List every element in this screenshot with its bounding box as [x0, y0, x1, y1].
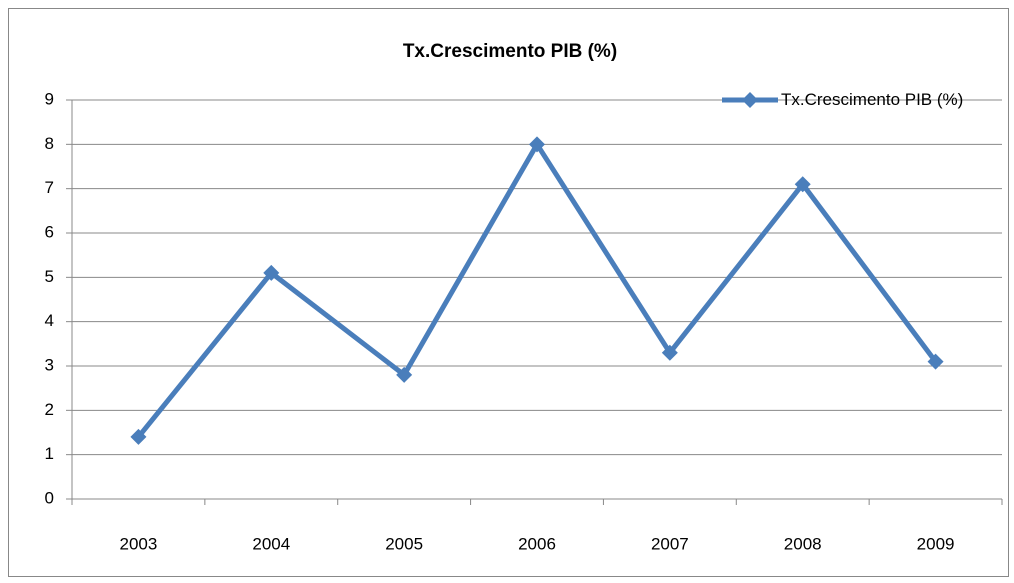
chart-border: [8, 8, 1009, 577]
marker: [794, 176, 811, 193]
x-tick-label: 2004: [252, 534, 290, 553]
y-tick-label: 4: [45, 311, 54, 330]
x-tick-label: 2008: [784, 534, 822, 553]
y-tick-label: 9: [45, 89, 54, 108]
legend-marker: [742, 92, 758, 108]
y-tick-label: 0: [45, 488, 54, 507]
x-tick-label: 2006: [518, 534, 556, 553]
marker: [263, 264, 280, 281]
y-tick-label: 5: [45, 267, 54, 286]
marker: [396, 366, 413, 383]
x-tick-label: 2009: [917, 534, 955, 553]
marker: [130, 428, 147, 445]
x-tick-label: 2005: [385, 534, 423, 553]
y-tick-label: 8: [45, 134, 54, 153]
marker: [661, 344, 678, 361]
x-tick-label: 2007: [651, 534, 689, 553]
y-tick-label: 1: [45, 444, 54, 463]
marker: [529, 136, 545, 153]
x-tick-label: 2003: [120, 534, 158, 553]
y-tick-label: 6: [45, 222, 54, 241]
legend-label: Tx.Crescimento PIB (%): [781, 90, 964, 109]
marker: [927, 353, 944, 370]
y-tick-label: 2: [45, 400, 54, 419]
chart-title: Tx.Crescimento PIB (%): [403, 41, 617, 62]
y-tick-label: 7: [45, 178, 54, 197]
y-tick-label: 3: [45, 355, 54, 374]
